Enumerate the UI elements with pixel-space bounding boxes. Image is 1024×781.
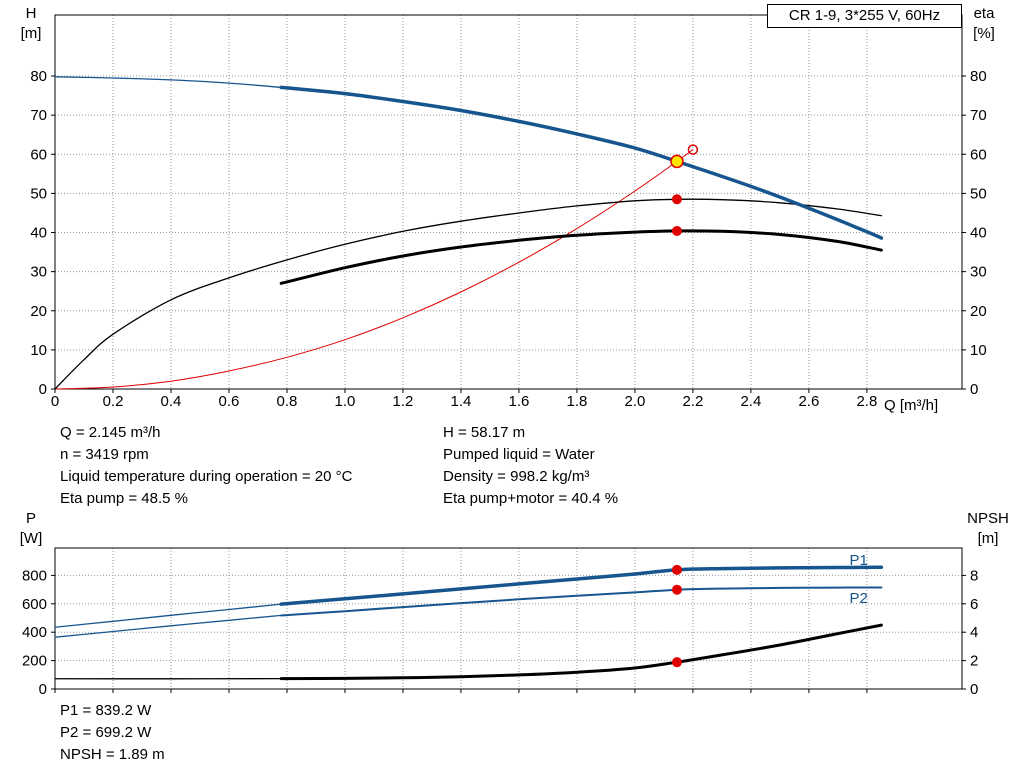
x-tick-label: 2.6: [798, 393, 819, 410]
y-tick-label-right: 10: [970, 342, 987, 359]
y-tick-label-left: 600: [22, 596, 47, 613]
plot-border: [54, 547, 963, 690]
x-tick-label: 1.2: [393, 393, 414, 410]
p-axis-title-line2: [W]: [19, 530, 43, 547]
y-tick-label-right: 6: [970, 596, 978, 613]
npsh-axis-title-line1: NPSH: [967, 510, 1009, 527]
x-tick-label: 1.8: [567, 393, 588, 410]
info-p2: P2 = 699.2 W: [60, 724, 152, 741]
info-density: Density = 998.2 kg/m³: [443, 468, 590, 485]
eta-pump-point: [671, 194, 682, 205]
y-tick-label-right: 20: [970, 303, 987, 320]
y-tick-label-left: 0: [39, 381, 47, 398]
p2-curve-label: P2: [849, 590, 867, 607]
x-tick-label: 2.0: [624, 393, 645, 410]
y-tick-label-left: 60: [30, 146, 47, 163]
y-tick-label-left: 50: [30, 185, 47, 202]
h-curve: [279, 85, 884, 240]
p2-point: [671, 584, 682, 595]
npsh-axis-title-line2: [m]: [977, 530, 999, 547]
p2-curve: [280, 586, 883, 617]
info-p1: P1 = 839.2 W: [60, 702, 152, 719]
y-tick-label-right: 0: [970, 681, 978, 698]
power-npsh-chart: 0 200 400 600 800 0 2 4 6 8 P1 P2: [22, 547, 978, 698]
q-axis-label: Q [m³/h]: [884, 397, 939, 414]
info-head: H = 58.17 m: [443, 424, 526, 441]
x-tick-label: 2.2: [682, 393, 703, 410]
x-tick-label: 1.6: [509, 393, 530, 410]
y-tick-label-right: 80: [970, 68, 987, 85]
eta-pump-motor-point: [671, 225, 682, 236]
y-tick-label-left: 40: [30, 225, 47, 242]
p1-curve-label: P1: [849, 552, 867, 569]
y-tick-label-right: 0: [970, 381, 978, 398]
y-tick-label-left: 20: [30, 303, 47, 320]
y-tick-label-left: 30: [30, 264, 47, 281]
y-tick-label-right: 70: [970, 107, 987, 124]
operating-data-right: H = 58.17 m Pumped liquid = Water Densit…: [443, 422, 618, 510]
p-axis-title-line1: P: [25, 510, 36, 527]
y-tick-label-left: 200: [22, 653, 47, 670]
y-tick-label-left: 80: [30, 68, 47, 85]
npsh-point: [671, 657, 682, 668]
hq-eta-chart: 0 0.2 0.4 0.6 0.8 1.0 1.2 1.4 1.6 1.8 2.0 2.2 2.4 2.6…: [30, 14, 987, 410]
y-tick-label-right: 60: [970, 146, 987, 163]
p1-curve-thin: [54, 603, 282, 628]
info-eta-pump-motor: Eta pump+motor = 40.4 %: [443, 490, 619, 507]
system-curve-end-point: [687, 144, 699, 155]
h-axis-title: H [m]: [12, 4, 50, 44]
plot-border: [54, 14, 963, 390]
x-tick-label: 0.4: [161, 393, 182, 410]
y-tick-label-right: 8: [970, 567, 978, 584]
pump-title-box: CR 1-9, 3*255 V, 60Hz: [767, 4, 962, 28]
power-npsh-data: P1 = 839.2 W P2 = 699.2 W NPSH = 1.89 m: [60, 700, 165, 766]
h-axis-title-line1: H: [25, 5, 37, 22]
p2-curve-thin: [54, 614, 282, 638]
npsh-axis-title: NPSH [m]: [960, 509, 1016, 549]
system-curve: [54, 149, 694, 390]
eta-axis-title: eta [%]: [962, 4, 1006, 44]
x-tick-label: 0: [51, 393, 59, 410]
operating-data-left: Q = 2.145 m³/h n = 3419 rpm Liquid tempe…: [60, 422, 352, 510]
y-tick-label-right: 2: [970, 653, 978, 670]
duty-point[interactable]: [670, 154, 684, 169]
h-curve-thin: [54, 76, 282, 89]
x-tick-label: 0.8: [277, 393, 298, 410]
y-tick-label-left: 800: [22, 567, 47, 584]
info-npsh: NPSH = 1.89 m: [60, 746, 165, 763]
p1-point: [671, 564, 682, 575]
h-axis-title-line2: [m]: [20, 25, 42, 42]
info-pumped-liquid: Pumped liquid = Water: [443, 446, 595, 463]
eta-pump-motor-curve: [279, 229, 883, 285]
y-tick-label-left: 400: [22, 624, 47, 641]
y-tick-label-left: 70: [30, 107, 47, 124]
eta-axis-title-line2: [%]: [973, 25, 995, 42]
y-tick-label-right: 50: [970, 185, 987, 202]
x-tick-label: 0.2: [103, 393, 124, 410]
y-tick-label-right: 40: [970, 225, 987, 242]
info-liquid-temperature: Liquid temperature during operation = 20…: [60, 468, 353, 485]
x-tick-label: 0.6: [219, 393, 240, 410]
eta-axis-title-line1: eta: [973, 5, 995, 22]
info-flow: Q = 2.145 m³/h: [60, 424, 161, 441]
y-tick-label-left: 0: [39, 681, 47, 698]
eta-pump-curve: [54, 198, 883, 390]
npsh-curve: [279, 623, 883, 681]
p-axis-title: P [W]: [12, 509, 50, 549]
x-tick-label: 1.0: [335, 393, 356, 410]
x-tick-label: 1.4: [451, 393, 472, 410]
info-speed: n = 3419 rpm: [60, 446, 149, 463]
y-tick-label-left: 10: [30, 342, 47, 359]
x-tick-label: 2.4: [740, 393, 761, 410]
p1-curve: [279, 565, 884, 606]
y-tick-label-right: 30: [970, 264, 987, 281]
y-tick-label-right: 4: [970, 624, 978, 641]
info-eta-pump: Eta pump = 48.5 %: [60, 490, 188, 507]
x-tick-label: 2.8: [856, 393, 877, 410]
